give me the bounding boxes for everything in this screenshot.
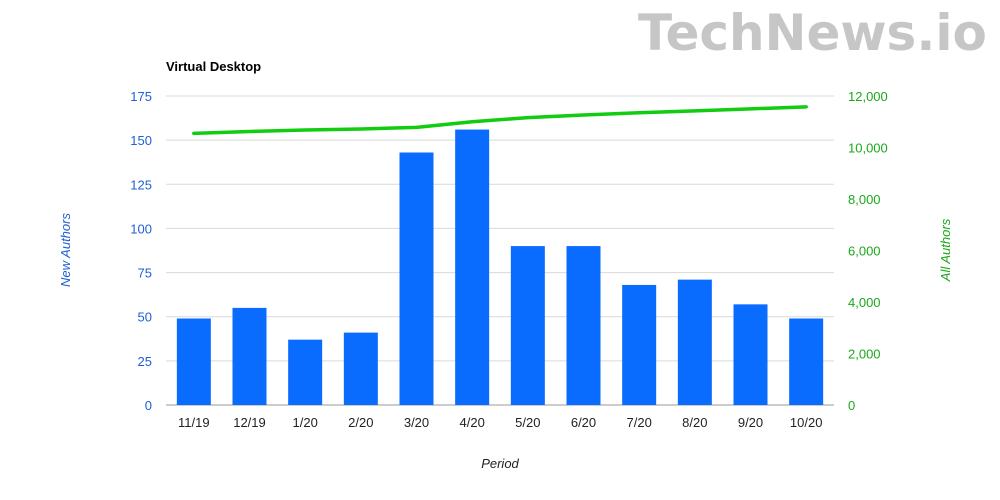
x-tick-label: 3/20 (404, 415, 429, 430)
y-right-tick-label: 4,000 (848, 295, 881, 310)
bar (288, 339, 323, 405)
y-right-tick-label: 2,000 (848, 347, 881, 362)
y-left-tick-label: 25 (138, 354, 152, 369)
y-left-tick-label: 125 (130, 177, 152, 192)
gridlines (166, 95, 834, 406)
x-tick-label: 12/19 (233, 415, 266, 430)
bar (232, 307, 267, 405)
y-left-tick-label: 100 (130, 221, 152, 236)
y-axis-left-label: New Authors (58, 213, 73, 287)
bar (566, 246, 601, 405)
bar (399, 152, 434, 405)
x-tick-label: 11/19 (178, 415, 210, 430)
y-right-tick-label: 10,000 (848, 141, 888, 156)
chart-title: Virtual Desktop (166, 59, 261, 74)
y-left-tick-label: 0 (145, 398, 152, 413)
line-path (192, 105, 808, 136)
bar-series (176, 129, 824, 405)
y-right-tick-label: 6,000 (848, 244, 881, 259)
watermark-logo: TechNews.io (638, 4, 987, 62)
y-left-tick-label: 175 (130, 89, 152, 104)
x-tick-label: 9/20 (738, 415, 763, 430)
x-axis-label: Period (481, 456, 519, 471)
y-right-tick-label: 12,000 (848, 89, 888, 104)
line-series (192, 105, 808, 136)
x-tick-label: 1/20 (293, 415, 318, 430)
bar (622, 284, 657, 405)
bar (510, 246, 545, 405)
x-tick-label: 10/20 (790, 415, 823, 430)
bar (176, 318, 211, 405)
x-tick-label: 5/20 (515, 415, 540, 430)
y-left-tick-label: 150 (130, 133, 152, 148)
x-tick-label: 4/20 (460, 415, 485, 430)
bar (455, 129, 490, 405)
bar (343, 332, 378, 405)
x-tick-label: 2/20 (348, 415, 373, 430)
x-tick-label: 7/20 (627, 415, 652, 430)
bar (733, 304, 768, 405)
y-axis-right-label: All Authors (938, 218, 953, 282)
bar (677, 279, 712, 405)
y-right-tick-label: 0 (848, 398, 855, 413)
y-right-tick-label: 8,000 (848, 192, 881, 207)
y-left-tick-label: 50 (138, 310, 152, 325)
bar (789, 318, 824, 405)
x-tick-label: 6/20 (571, 415, 596, 430)
y-left-tick-label: 75 (138, 266, 152, 281)
left-axis-ticks: 0 25 50 75 100 125 150 175 (130, 89, 152, 413)
x-tick-label: 8/20 (682, 415, 707, 430)
x-axis-ticks: 11/19 12/19 1/20 2/20 3/20 4/20 5/20 6/20 7/20 8/… (178, 415, 822, 430)
right-axis-ticks: 0 2,000 4,000 6,000 8,000 10,000 12,000 (848, 89, 888, 413)
